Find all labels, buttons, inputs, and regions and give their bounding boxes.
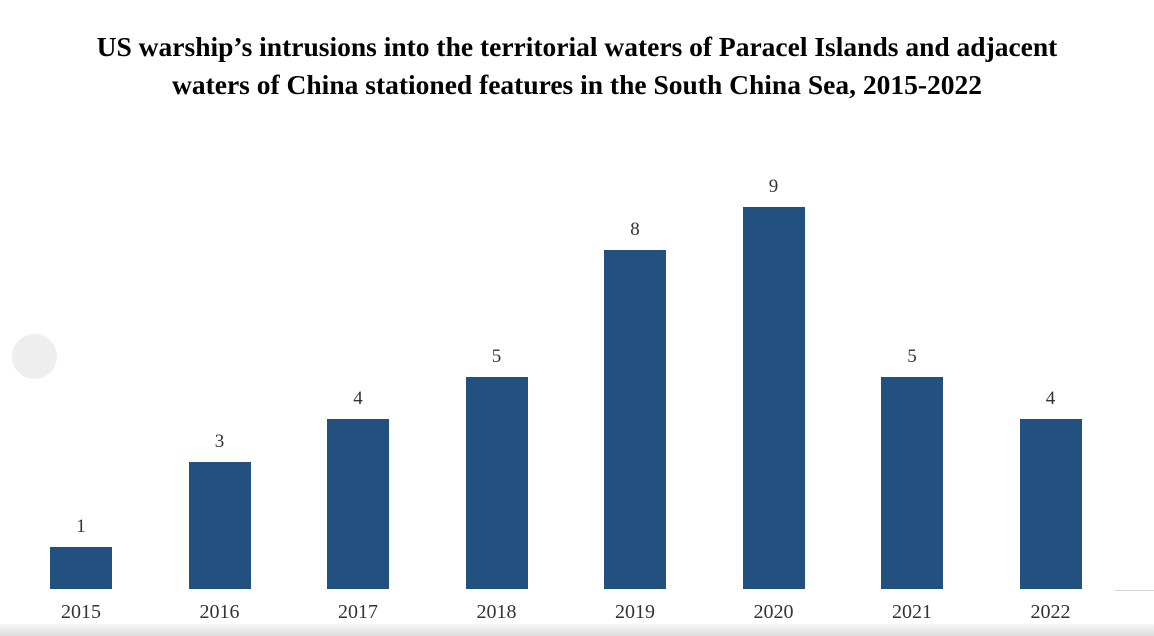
bar-2017: [327, 419, 389, 589]
x-tick-label-2017: 2017: [338, 601, 378, 623]
baseline-fragment: [1115, 590, 1154, 591]
bar-2016: [188, 461, 251, 589]
value-label-2018: 5: [491, 346, 502, 367]
value-label-2019: 8: [630, 218, 640, 240]
chart-title-line-2: waters of China stationed features in th…: [171, 69, 982, 100]
bar-2020: [742, 207, 805, 589]
chart-title: US warship’s intrusions into the territo…: [0, 28, 1154, 104]
x-tick-label-2015: 2015: [61, 601, 101, 623]
value-label-2020: 9: [768, 176, 779, 198]
bar-2022: [1019, 419, 1082, 589]
chart-title-line-1: US warship’s intrusions into the territo…: [96, 31, 1058, 62]
x-tick-label-2019: 2019: [615, 601, 655, 623]
x-tick-label-2021: 2021: [892, 601, 932, 623]
value-label-2016: 3: [214, 430, 225, 452]
bar-2015: [50, 546, 112, 589]
bar-2021: [881, 377, 943, 589]
bottom-edge: [0, 624, 1154, 636]
x-tick-label-2018: 2018: [476, 601, 517, 623]
x-tick-label-2020: 2020: [753, 601, 794, 623]
value-label-2021: 5: [907, 346, 917, 367]
value-label-2015: 1: [76, 515, 86, 537]
x-tick-label-2022: 2022: [1030, 601, 1071, 623]
bar-2018: [465, 377, 528, 589]
bar-2019: [604, 249, 666, 589]
value-label-2022: 4: [1045, 388, 1056, 410]
x-tick-label-2016: 2016: [199, 601, 240, 623]
value-label-2017: 4: [353, 388, 363, 410]
overlay-circle: [12, 334, 57, 379]
